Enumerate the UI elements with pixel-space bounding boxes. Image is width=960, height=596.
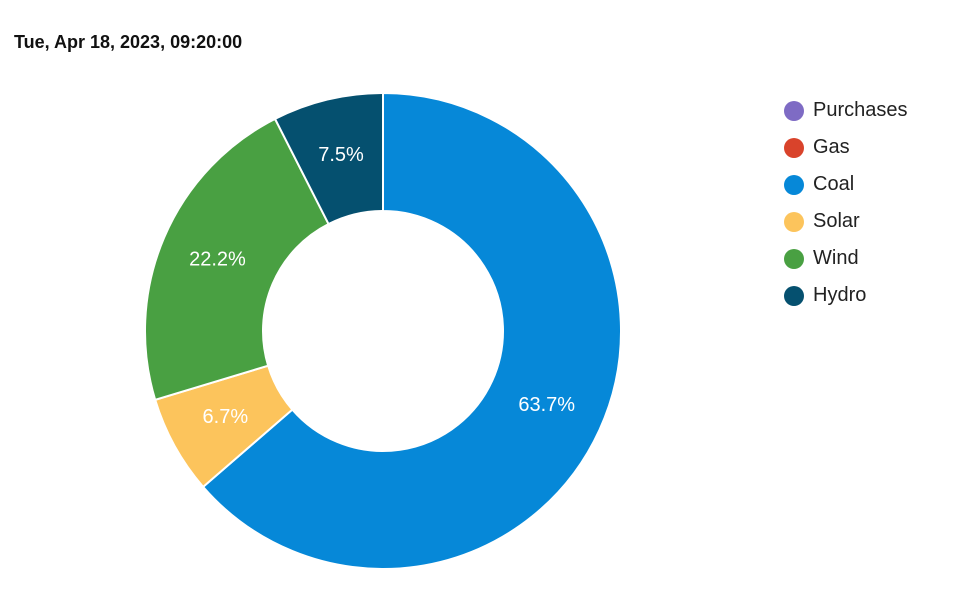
legend-label: Coal [813, 173, 855, 195]
legend-swatch-gas [784, 137, 804, 158]
slice-label-coal: 63.7% [518, 394, 575, 416]
legend-label: Solar [813, 210, 860, 232]
slice-wind[interactable] [144, 117, 330, 402]
donut-slices [144, 91, 622, 570]
donut-slice-labels: 63.7% 6.7% 22.2% 7.5% [189, 144, 575, 428]
legend-label: Purchases [813, 99, 908, 121]
slice-coal[interactable] [201, 91, 622, 570]
legend-swatch-hydro [784, 285, 804, 306]
legend-item-hydro[interactable]: Hydro [784, 277, 908, 314]
slice-label-solar: 6.7% [203, 406, 249, 428]
legend-swatch-coal [784, 174, 804, 195]
legend-item-gas[interactable]: Gas [784, 129, 908, 166]
legend-swatch-solar [784, 211, 804, 232]
slice-hydro[interactable] [273, 91, 384, 226]
chart-legend: Purchases Gas Coal Solar Wind Hydro [784, 92, 908, 314]
slice-label-wind: 22.2% [189, 249, 246, 271]
chart-title: Tue, Apr 18, 2023, 09:20:00 [14, 32, 243, 52]
slice-label-hydro: 7.5% [318, 144, 364, 166]
legend-item-solar[interactable]: Solar [784, 203, 908, 240]
legend-label: Gas [813, 136, 850, 158]
legend-label: Hydro [813, 284, 867, 306]
legend-swatch-wind [784, 248, 804, 269]
legend-item-coal[interactable]: Coal [784, 166, 908, 203]
legend-label: Wind [813, 247, 859, 269]
legend-swatch-purchases [784, 100, 804, 121]
legend-item-wind[interactable]: Wind [784, 240, 908, 277]
legend-item-purchases[interactable]: Purchases [784, 92, 908, 129]
